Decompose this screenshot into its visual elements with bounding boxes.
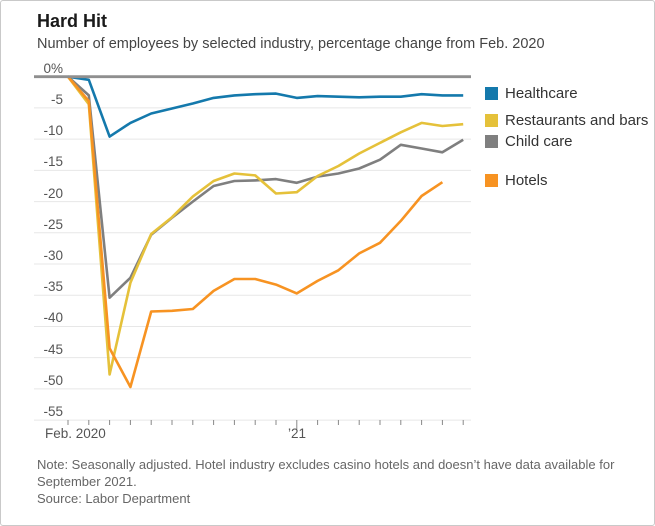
legend-label-healthcare: Healthcare bbox=[505, 84, 578, 102]
line-chart-svg bbox=[34, 75, 471, 429]
y-tick-label: -30 bbox=[43, 248, 63, 264]
y-tick-label: -5 bbox=[50, 91, 63, 107]
chart-subtitle: Number of employees by selected industry… bbox=[37, 36, 545, 52]
x-axis-label-year: ’21 bbox=[287, 426, 306, 441]
y-tick-label: -45 bbox=[43, 341, 63, 357]
legend-item-hotels: Hotels bbox=[485, 171, 548, 189]
series-line-child-care bbox=[67, 75, 464, 300]
legend-swatch-restaurants bbox=[485, 113, 498, 127]
series-line-hotels bbox=[67, 75, 444, 389]
legend-item-healthcare: Healthcare bbox=[485, 84, 578, 102]
y-tick-label: -55 bbox=[43, 404, 63, 420]
footnotes: Note: Seasonally adjusted. Hotel industr… bbox=[37, 456, 649, 507]
legend-swatch-healthcare bbox=[485, 86, 498, 100]
y-tick-label: -20 bbox=[43, 185, 63, 201]
series-line-healthcare bbox=[67, 75, 464, 138]
y-tick-label: -50 bbox=[43, 372, 63, 388]
legend-item-childcare: Child care bbox=[485, 132, 573, 150]
legend-item-restaurants: Restaurants and bars bbox=[485, 111, 649, 129]
source-text: Source: Labor Department bbox=[37, 491, 191, 506]
chart-title: Hard Hit bbox=[37, 11, 108, 31]
legend-swatch-hotels bbox=[485, 173, 498, 187]
y-tick-label: -35 bbox=[43, 279, 63, 295]
y-tick-label: -40 bbox=[43, 310, 63, 326]
x-axis-label-start: Feb. 2020 bbox=[45, 426, 106, 441]
note-text: Note: Seasonally adjusted. Hotel industr… bbox=[37, 457, 615, 489]
y-tick-label: -25 bbox=[43, 216, 63, 232]
legend-label-restaurants: Restaurants and bars bbox=[505, 111, 649, 129]
y-tick-label: -10 bbox=[43, 123, 63, 139]
y-tick-label: -15 bbox=[43, 154, 63, 170]
y-tick-label: 0% bbox=[43, 60, 63, 76]
legend-label-hotels: Hotels bbox=[505, 171, 548, 189]
legend-label-childcare: Child care bbox=[505, 132, 573, 150]
legend-swatch-childcare bbox=[485, 134, 498, 148]
series-line-restaurants-and-bars bbox=[66, 75, 464, 376]
